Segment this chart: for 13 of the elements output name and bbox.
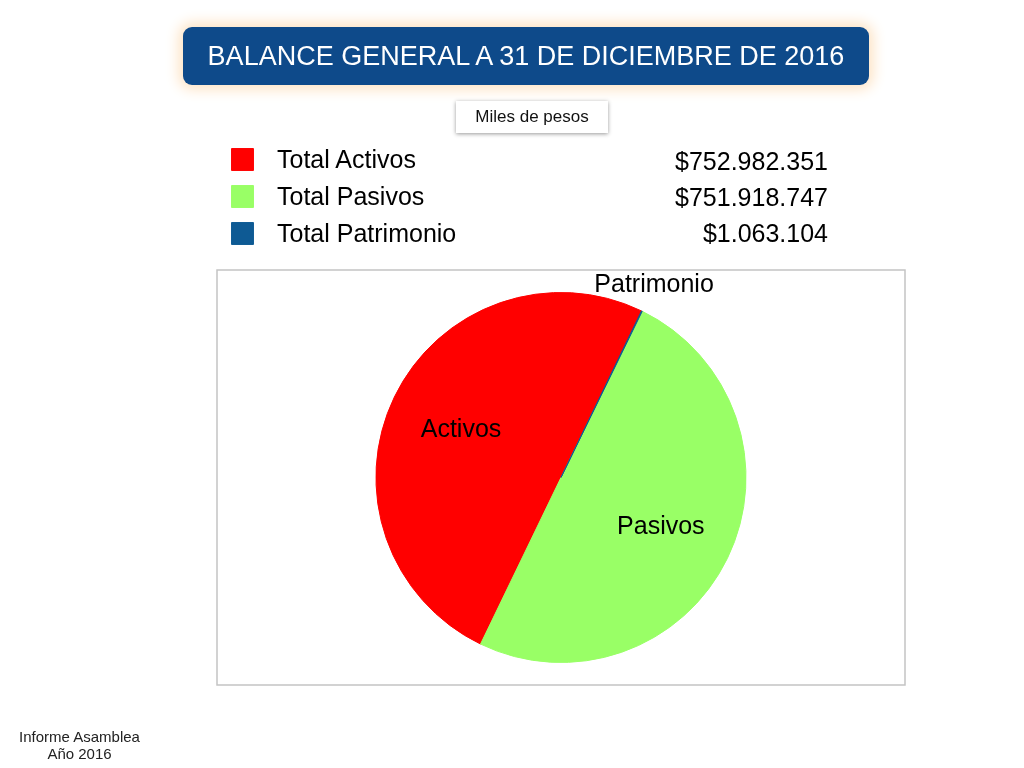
data-label: $752.982.351 xyxy=(674,146,828,177)
text: Informe Asamblea Año 2016 xyxy=(18,728,141,762)
chart-title: BALANCE GENERAL A 31 DE DICIEMBRE DE 2016 xyxy=(183,27,869,85)
text: Activos xyxy=(420,414,502,443)
pie-slice xyxy=(560,310,643,478)
data-label: $751.918.747 xyxy=(674,182,828,213)
legend-label: Total Pasivos xyxy=(277,181,425,210)
text: Pasivos xyxy=(617,511,705,539)
legend-label: Total Activos xyxy=(277,144,416,173)
text: Patrimonio xyxy=(594,268,714,297)
chart-subtitle: Miles de pesos xyxy=(456,101,608,133)
legend-label: Total Patrimonio xyxy=(277,218,457,247)
data-label: $1.063.104 xyxy=(701,218,828,249)
